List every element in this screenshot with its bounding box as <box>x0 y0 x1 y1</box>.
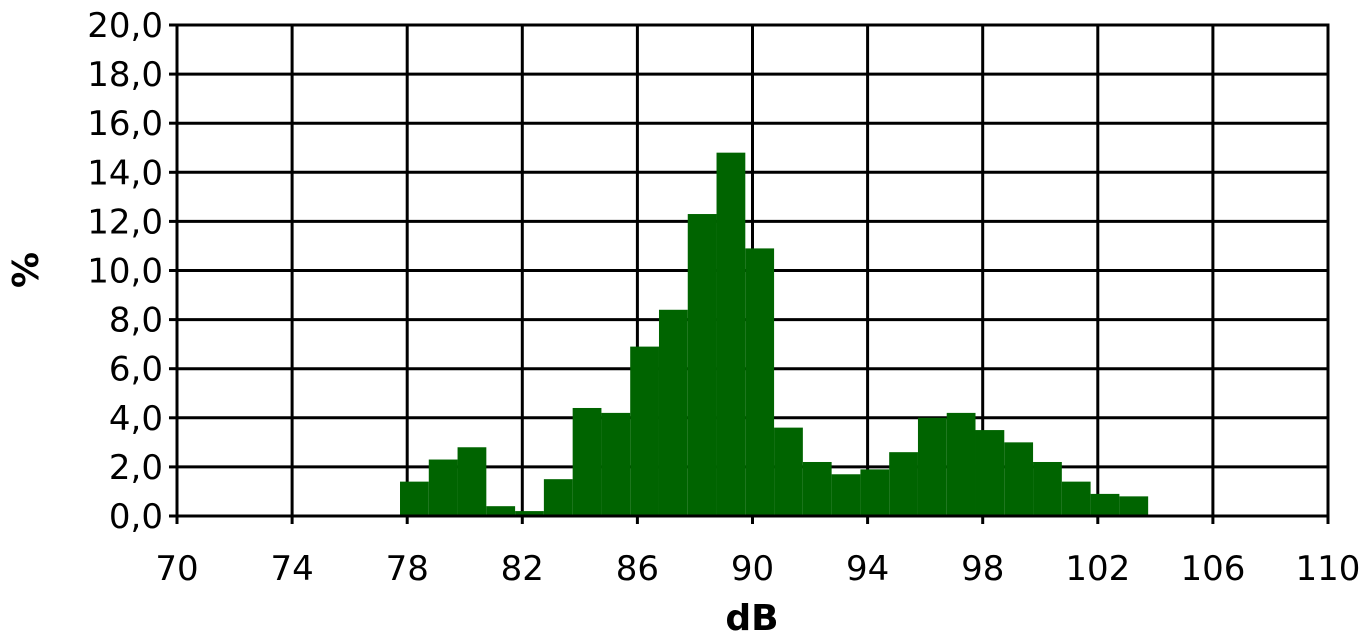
histogram-bar <box>658 309 688 516</box>
histogram-bar <box>543 479 573 516</box>
histogram-bar <box>1090 493 1120 516</box>
y-tick-labels: 0,0 2,0 4,0 6,0 8,0 10,0 12,0 14,0 16,0 18,0 20,0 <box>87 6 163 537</box>
histogram-bar <box>774 427 803 516</box>
histogram-bar <box>400 481 429 516</box>
histogram-bar <box>515 511 544 516</box>
x-tick-label: 110 <box>1296 549 1361 589</box>
histogram-bar <box>745 248 775 516</box>
histogram-bar <box>1033 461 1062 516</box>
y-tick-label: 12,0 <box>87 202 163 242</box>
y-tick-label: 2,0 <box>109 448 163 488</box>
x-tick-label: 102 <box>1065 549 1130 589</box>
x-tick-label: 82 <box>501 549 544 589</box>
x-tick-label: 86 <box>616 549 659 589</box>
histogram-bar <box>457 447 487 516</box>
x-tick-labels: 70 74 78 82 86 90 94 98 102 106 110 <box>155 549 1360 589</box>
y-axis-title: % <box>6 252 47 288</box>
x-tick-label: 98 <box>961 549 1004 589</box>
x-axis-title: dB <box>725 598 778 635</box>
histogram-bar <box>946 412 976 516</box>
histogram-bar <box>831 474 861 516</box>
y-tick-label: 4,0 <box>109 399 163 439</box>
plot-frame <box>175 23 1330 518</box>
histogram-bar <box>889 452 918 516</box>
y-tick-label: 8,0 <box>109 301 163 341</box>
x-tick-label: 78 <box>386 549 429 589</box>
bars <box>400 152 1149 516</box>
histogram-bar <box>860 469 890 516</box>
histogram-bar <box>428 459 458 516</box>
y-tick-label: 16,0 <box>87 104 163 144</box>
x-tick-label: 70 <box>155 549 198 589</box>
histogram-bar <box>1061 481 1091 516</box>
axes <box>169 23 1330 524</box>
x-tick-label: 90 <box>731 549 774 589</box>
x-tick-label: 94 <box>846 549 889 589</box>
histogram-bar <box>1119 496 1149 516</box>
histogram-bar <box>1004 442 1034 516</box>
y-tick-label: 0,0 <box>109 497 163 537</box>
x-tick-label: 74 <box>270 549 313 589</box>
histogram-bar <box>716 152 746 516</box>
histogram-bar <box>917 417 947 516</box>
x-tick-label: 106 <box>1180 549 1245 589</box>
histogram-bar <box>601 412 631 516</box>
y-tick-label: 18,0 <box>87 55 163 95</box>
y-tick-label: 14,0 <box>87 153 163 193</box>
histogram-bar <box>486 506 516 516</box>
y-tick-label: 6,0 <box>109 350 163 390</box>
y-tick-label: 10,0 <box>87 252 163 292</box>
histogram-bar <box>975 430 1005 516</box>
histogram-bar <box>572 407 602 516</box>
histogram-bar <box>687 214 717 516</box>
y-tick-label: 20,0 <box>87 6 163 46</box>
histogram-bar <box>802 461 832 516</box>
histogram-bar <box>630 346 659 516</box>
